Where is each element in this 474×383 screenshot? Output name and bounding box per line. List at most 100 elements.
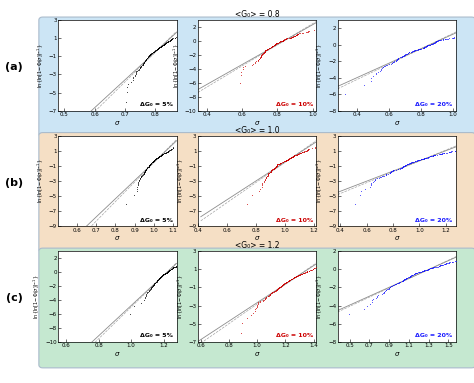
Point xyxy=(148,50,155,56)
Text: ΔG₀ = 5%: ΔG₀ = 5% xyxy=(140,218,173,223)
Point xyxy=(399,54,406,60)
Point xyxy=(243,200,251,206)
Point xyxy=(247,312,255,318)
Point xyxy=(386,284,394,290)
Point xyxy=(150,158,157,164)
Point xyxy=(139,171,147,177)
Point xyxy=(273,287,280,293)
Point xyxy=(298,271,306,277)
Point xyxy=(287,155,294,161)
Point xyxy=(140,59,148,65)
Point xyxy=(433,38,441,44)
Point xyxy=(279,282,286,288)
Point xyxy=(403,162,410,168)
Point xyxy=(157,44,164,50)
Point xyxy=(150,49,158,55)
Point xyxy=(146,51,154,57)
Point xyxy=(164,39,171,45)
Point xyxy=(275,161,283,167)
Point xyxy=(383,286,391,293)
Point xyxy=(401,52,408,58)
Point xyxy=(402,275,410,282)
Point xyxy=(289,34,297,40)
Point xyxy=(146,52,154,58)
Point xyxy=(397,165,404,171)
Point xyxy=(402,275,410,281)
Point xyxy=(158,273,166,279)
Point xyxy=(274,285,282,291)
Point xyxy=(419,156,426,162)
Point xyxy=(142,57,149,63)
Point xyxy=(163,39,170,46)
Point xyxy=(303,147,310,154)
Point xyxy=(277,38,284,44)
Point xyxy=(410,47,418,54)
Point xyxy=(146,286,154,293)
Point xyxy=(279,282,286,288)
Point xyxy=(432,38,439,44)
Point xyxy=(155,45,163,51)
Point xyxy=(153,278,161,284)
Point xyxy=(258,182,266,188)
Point xyxy=(265,293,273,299)
Point xyxy=(436,263,443,269)
Point xyxy=(166,37,174,43)
Point xyxy=(403,161,411,167)
Point xyxy=(273,163,280,169)
Point xyxy=(304,268,311,275)
Point xyxy=(382,172,390,178)
Point xyxy=(166,38,174,44)
Point xyxy=(374,292,382,298)
Point xyxy=(387,170,394,176)
Point xyxy=(150,49,157,55)
Point xyxy=(137,300,145,306)
Point xyxy=(429,264,437,270)
Point xyxy=(152,280,159,286)
Point xyxy=(438,151,446,157)
Point xyxy=(284,156,292,162)
Point xyxy=(395,279,403,285)
Point xyxy=(167,266,174,272)
Text: (c): (c) xyxy=(6,293,23,303)
Point xyxy=(431,39,438,46)
Point xyxy=(447,149,455,155)
Point xyxy=(384,170,392,177)
Point xyxy=(294,273,301,279)
Y-axis label: $\ln\{\ln[1\!-\!\Phi(\sigma)]^{-1}\}$: $\ln\{\ln[1\!-\!\Phi(\sigma)]^{-1}\}$ xyxy=(175,274,186,319)
Point xyxy=(150,158,157,164)
Point xyxy=(428,41,436,47)
Point xyxy=(169,265,177,271)
Point xyxy=(431,39,438,46)
Point xyxy=(162,40,169,46)
Point xyxy=(389,168,396,174)
Point xyxy=(409,159,417,165)
Point xyxy=(275,285,283,291)
Point xyxy=(150,158,157,164)
Point xyxy=(265,45,273,51)
Point xyxy=(447,148,455,154)
Point xyxy=(398,278,405,285)
Point xyxy=(254,300,261,306)
Point xyxy=(285,277,292,283)
Point xyxy=(290,275,297,281)
Point xyxy=(160,41,168,47)
Point xyxy=(273,287,280,293)
Point xyxy=(275,39,283,45)
Point xyxy=(273,163,280,169)
Point xyxy=(162,150,169,156)
Point xyxy=(427,265,434,272)
Point xyxy=(394,166,402,172)
Point xyxy=(407,160,414,166)
Point xyxy=(293,31,301,38)
Point xyxy=(280,37,288,43)
Point xyxy=(429,152,437,159)
Point xyxy=(420,44,428,51)
Point xyxy=(405,160,412,167)
Point xyxy=(387,169,394,175)
Point xyxy=(276,160,284,167)
Point xyxy=(280,281,287,287)
Point xyxy=(141,169,148,175)
Point xyxy=(445,149,453,155)
Point xyxy=(419,45,427,51)
Point xyxy=(145,53,152,59)
